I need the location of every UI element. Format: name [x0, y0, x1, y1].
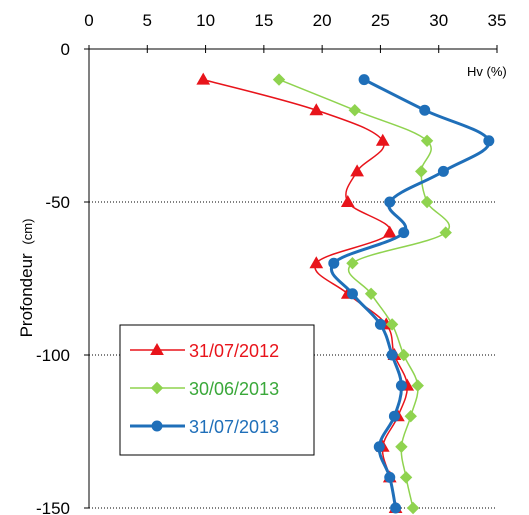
series-3-point-3	[483, 135, 495, 147]
series-3-point-13	[373, 441, 385, 453]
x-tick-label-0: 0	[84, 11, 93, 30]
series-2-point-4	[415, 165, 428, 178]
y-tick-label-50: -50	[45, 193, 70, 212]
series-1-point-1	[196, 72, 211, 85]
y-axis-title-main: Profondeur	[17, 253, 36, 337]
series-3-point-4	[437, 165, 449, 177]
series-3-point-10	[386, 349, 398, 361]
series-3-point-2	[419, 104, 431, 116]
series-3-point-15	[390, 502, 402, 514]
series-2-point-1	[272, 73, 286, 86]
series-3-point-9	[374, 318, 386, 330]
series-2	[272, 73, 452, 515]
series-1-point-2	[309, 103, 324, 116]
series-2-point-15	[406, 501, 420, 515]
series-2-point-9	[385, 318, 399, 331]
legend-marker-3	[151, 420, 163, 432]
series-3-point-6	[398, 227, 410, 239]
series-3-point-8	[346, 288, 358, 300]
x-tick-label-20: 20	[313, 11, 332, 30]
series-2-point-7	[346, 256, 359, 270]
series-2-point-14	[399, 471, 413, 484]
series-3-point-5	[384, 196, 396, 208]
x-axis-title: Hv (%)	[467, 64, 507, 79]
x-tick-label-10: 10	[196, 11, 215, 30]
series-layer	[196, 72, 495, 515]
series-1-point-4	[350, 164, 364, 177]
series-2-point-11	[411, 379, 424, 392]
y-tick-label-100: -100	[36, 346, 70, 365]
series-3-point-11	[395, 380, 407, 392]
x-tick-label-5: 5	[143, 11, 152, 30]
x-tick-label-35: 35	[488, 11, 507, 30]
axes: 0 5 10 15 20 25 30 35 0 -50 -100 -150	[36, 11, 506, 515]
x-tick-label-15: 15	[254, 11, 273, 30]
series-3-point-14	[384, 471, 396, 483]
series-1-point-3	[375, 133, 390, 146]
y-tick-label-150: -150	[36, 499, 70, 515]
series-3	[328, 74, 495, 514]
legend-marker-1	[150, 342, 164, 355]
series-1-point-5	[340, 194, 355, 207]
x-tick-label-30: 30	[429, 11, 448, 30]
x-tick-label-25: 25	[371, 11, 390, 30]
series-2-point-13	[395, 440, 408, 454]
y-axis-title-unit: (cm)	[20, 219, 35, 245]
legend-box	[119, 324, 315, 456]
legend-label-2: 30/06/2013	[189, 379, 279, 399]
legend-marker-2	[150, 381, 164, 395]
series-1-point-6	[382, 225, 397, 238]
series-3-point-1	[358, 74, 370, 86]
series-3-point-12	[388, 410, 400, 422]
series-2-point-6	[439, 226, 452, 239]
y-tick-label-0: 0	[61, 40, 70, 59]
series-2-point-2	[348, 103, 361, 117]
series-2-point-8	[364, 287, 378, 301]
legend-label-1: 31/07/2012	[189, 341, 279, 361]
y-axis-title: Profondeur (cm)	[17, 219, 36, 338]
series-3-point-7	[328, 257, 340, 269]
series-2-point-5	[420, 195, 434, 209]
series-2-point-10	[397, 348, 410, 362]
series-2-point-12	[404, 409, 417, 423]
series-1-point-7	[309, 256, 324, 269]
legend: 31/07/2012 30/06/2013 31/07/2013	[119, 324, 315, 456]
series-2-point-3	[420, 134, 434, 148]
legend-label-3: 31/07/2013	[189, 417, 279, 437]
